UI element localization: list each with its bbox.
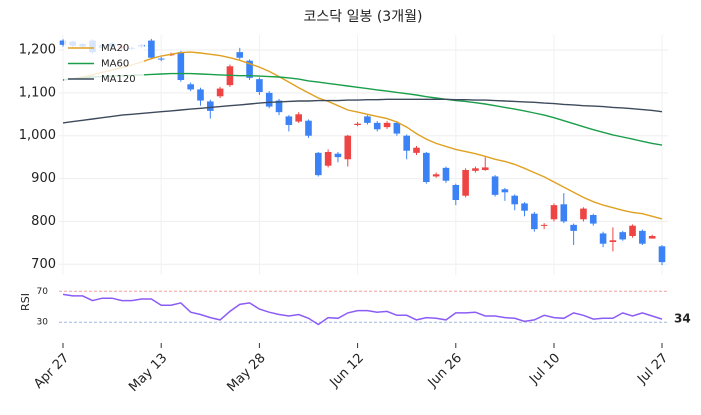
x-tick-label: Apr 27 [31,351,72,392]
y-tick-label: 900 [31,171,56,186]
candle-body [619,232,627,240]
x-tick-label: May 28 [224,351,268,395]
x-tick-label: Jul 27 [634,351,671,388]
candle-body [639,230,646,244]
candle-body [285,116,293,125]
candle-body [177,52,185,80]
candle-body [157,58,165,60]
x-tick-label: Jun 12 [327,351,367,391]
candle-body [148,40,155,58]
legend-label: MA120 [101,74,136,85]
candle-body [305,120,312,136]
candle-body [511,195,519,205]
legend-label: MA60 [101,59,129,70]
candle-body [472,168,479,171]
candle-body [609,240,617,242]
candle-body [462,170,469,196]
candle-body [265,92,273,107]
candle-body [648,236,656,239]
chart-title: 코스닥 일봉 (3개월) [304,9,423,25]
ma-line [62,72,663,146]
candle-body [373,122,381,130]
candle-body [501,189,509,193]
y-tick-label: 1,100 [19,85,56,100]
y-tick-label: 1,200 [19,43,56,58]
candle-body [187,84,194,90]
candle-body [452,185,460,200]
candle-body [629,225,636,236]
candle-body [442,167,450,181]
rsi-tick-label: 30 [37,318,49,328]
candle-body [246,60,253,78]
y-tick-label: 1,000 [19,128,56,143]
candle-body [570,224,577,231]
candle-body [413,147,420,153]
candle-body [206,101,214,111]
rsi-label: RSI [19,293,32,311]
candle-body [354,123,361,125]
candle-body [531,213,538,230]
candle-body [256,79,263,92]
candle-body [403,135,410,151]
candle-body [550,205,558,220]
candle-body [383,122,391,128]
candle-body [540,224,548,226]
candle-body [315,152,322,176]
candle-body [423,152,430,182]
legend-label: MA20 [101,43,129,54]
candle-body [275,100,283,113]
candle-body [658,246,666,263]
legend: MA20 MA60 MA120 [64,39,144,87]
candle-body [580,208,587,220]
candle-body [599,233,607,244]
candle-body [334,153,342,158]
candle-body [560,204,568,222]
candle-body [491,176,499,195]
rsi-tick-label: 70 [37,287,49,297]
candle-body [393,122,401,134]
ma-line [62,51,663,220]
candle-body [216,88,224,97]
rsi-line [62,293,663,326]
candle-body [364,116,371,123]
y-tick-label: 800 [31,214,56,229]
candle-body [197,89,204,101]
candle-body [481,167,489,170]
ma-line [62,98,663,124]
rsi-value-label: 34 [674,312,691,326]
x-tick-label: Jul 10 [526,351,563,388]
x-tick-label: May 13 [126,351,170,395]
y-tick-label: 700 [31,257,56,272]
candle-body [589,215,597,224]
candle-body [295,114,302,122]
candle-body [324,152,332,166]
candle-body [432,174,440,177]
candle-body [59,40,67,45]
x-tick-label: Jun 26 [425,351,465,391]
candle-body [344,135,352,160]
candle-body [521,203,528,211]
candle-body [236,52,244,58]
